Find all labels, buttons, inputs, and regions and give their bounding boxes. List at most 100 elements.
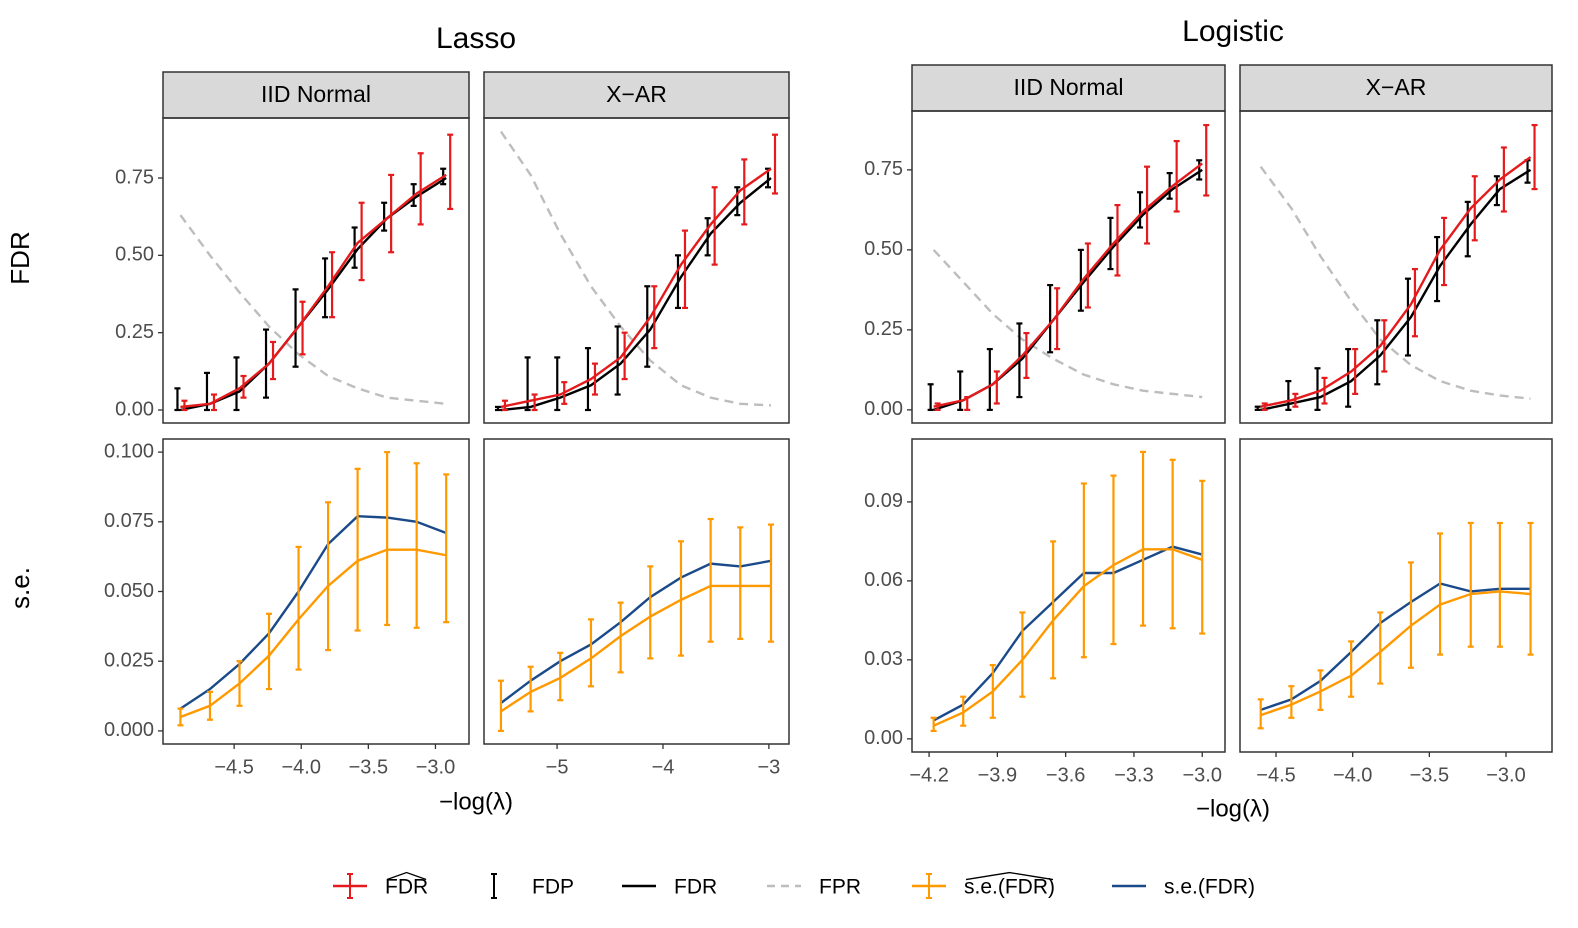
error-bar [1019,611,1026,698]
error-bar [681,229,688,310]
error-bar [1345,347,1352,408]
error-bar [1381,319,1388,373]
series-line [499,130,772,407]
error-bar [181,399,188,412]
error-bar [704,217,711,257]
error-bar [1292,392,1299,408]
hat [386,871,427,881]
x-tick-label: −5 [546,756,569,778]
error-bar [1288,685,1295,719]
y-tick-label: 0.75 [115,166,154,188]
panel-frame [483,438,790,745]
strip-label: IID Normal [1014,74,1124,100]
error-bar [417,152,424,226]
x-tick-label: −3.0 [1486,764,1525,786]
x-axis-label: −log(λ) [439,788,513,815]
x-axis-label: −log(λ) [1196,795,1270,822]
error-bar [934,402,941,411]
error-bar [236,660,243,707]
y-tick-label: 0.03 [864,648,903,670]
error-bar [957,370,964,411]
series-line [933,162,1203,408]
error-bar [210,393,217,412]
error-bar [1314,367,1321,411]
error-bar [647,565,654,660]
legend-label: FDP [532,876,574,899]
error-bar [986,347,993,411]
x-tick-label: −4 [652,756,675,778]
y-tick-label: 0.50 [115,244,154,266]
error-bar [1404,277,1411,357]
error-bar [734,186,741,217]
error-bar [960,695,967,727]
error-bar [233,356,240,412]
error-bar [741,158,748,226]
error-bar [381,201,388,232]
x-tick-label: −3.5 [349,756,388,778]
error-bar [1531,123,1538,191]
error-bar [1173,139,1180,213]
error-bar [1144,165,1151,245]
series-line [1260,590,1531,717]
error-bar [1110,474,1117,646]
strip [483,71,790,119]
series-line [1260,156,1532,408]
error-bar [531,393,538,412]
panel-frame [162,438,470,745]
error-bar [1352,347,1359,395]
error-bar [329,251,336,319]
error-bar [384,451,391,627]
error-bar [1084,242,1091,309]
error-bar [177,707,184,727]
error-bar [1050,540,1057,680]
error-bar [930,716,937,733]
strip-label: X−AR [606,81,667,107]
error-bar [1077,248,1084,312]
error-bar [591,362,598,396]
error-bar [1527,521,1534,656]
legend-label: FDR [674,876,717,899]
error-bar [292,288,299,368]
error-bar [1285,379,1292,411]
error-bar [1203,123,1210,197]
error-bar [621,331,628,381]
error-bar [1137,191,1144,229]
x-tick-label: −3.3 [1114,764,1153,786]
error-bar [1016,322,1023,399]
strip-label: X−AR [1366,74,1427,100]
error-bar [263,328,270,399]
legend-label: s.e.(FDR) [964,876,1055,899]
error-bar [1407,561,1414,669]
error-bar [1140,450,1147,627]
error-bar [1199,479,1206,635]
y-tick-label: 0.050 [104,580,154,602]
y-tick-label: 0.25 [864,318,903,340]
panel-frame [162,117,470,424]
error-bar [1467,521,1474,648]
error-bar [927,383,934,411]
error-bar [299,300,306,356]
series-line [500,584,771,713]
error-bar [1257,698,1264,730]
error-bar [1317,669,1324,711]
error-bar [1434,235,1441,303]
y-tick-label: 0.25 [115,321,154,343]
panel-frame [911,438,1226,753]
series-line [180,548,447,719]
group-title: Logistic [1182,15,1284,48]
error-bar [1169,458,1176,630]
x-tick-label: −4.2 [909,764,948,786]
error-bar [1374,319,1381,386]
error-bar [494,405,501,412]
x-tick-label: −3.0 [416,756,455,778]
x-tick-label: −4.5 [214,756,253,778]
x-tick-label: −4.5 [1256,764,1295,786]
x-tick-label: −4.0 [1333,764,1372,786]
error-bar [240,374,247,399]
error-bar [1377,611,1384,685]
x-tick-label: −3.6 [1046,764,1085,786]
error-bar [1166,171,1173,200]
error-bar [447,133,454,211]
error-bar [561,381,568,405]
error-bar [1471,175,1478,242]
